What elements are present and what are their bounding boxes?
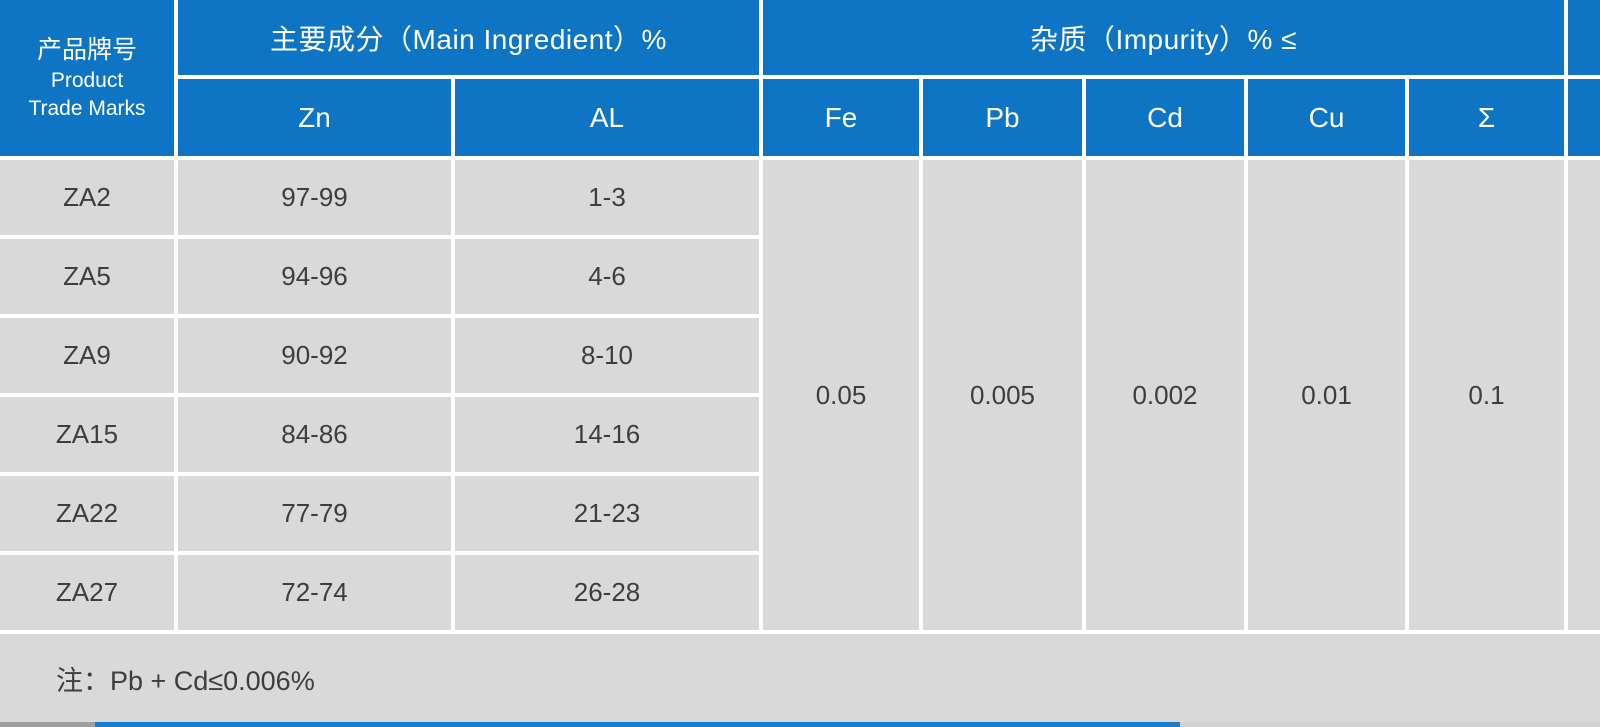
al-value-cell: 1-3 [455, 160, 759, 235]
bottom-strip-right-gray [1180, 722, 1600, 727]
cu-limit-cell: 0.01 [1248, 160, 1405, 630]
product-header-cell: 产品牌号 Product Trade Marks [0, 0, 174, 156]
pb-limit-cell: 0.005 [923, 160, 1082, 630]
zn-value-cell: 72-74 [178, 555, 451, 630]
trade-mark-cell: ZA2 [0, 160, 174, 235]
trade-mark-cell: ZA15 [0, 397, 174, 472]
zn-value-cell: 77-79 [178, 476, 451, 551]
al-value-cell: 8-10 [455, 318, 759, 393]
impurity-group-header: 杂质（Impurity）% ≤ [763, 0, 1564, 75]
al-value-cell: 26-28 [455, 555, 759, 630]
main-ingredient-group-header: 主要成分（Main Ingredient）% [178, 0, 759, 75]
cropped-column-sliver-header [1568, 0, 1600, 75]
note-row: 注：Pb + Cd≤0.006% [0, 634, 1600, 722]
al-column-header: AL [455, 79, 759, 156]
sum-limit-cell: 0.1 [1409, 160, 1564, 630]
bottom-strip-blue [95, 722, 1180, 727]
trade-mark-cell: ZA27 [0, 555, 174, 630]
trade-mark-cell: ZA5 [0, 239, 174, 314]
pb-column-header: Pb [923, 79, 1082, 156]
zn-value-cell: 94-96 [178, 239, 451, 314]
al-value-cell: 21-23 [455, 476, 759, 551]
cropped-column-sliver-subheader [1568, 79, 1600, 156]
sum-column-header: Σ [1409, 79, 1564, 156]
trade-mark-cell: ZA9 [0, 318, 174, 393]
al-value-cell: 4-6 [455, 239, 759, 314]
product-header-en-1: Product [50, 68, 124, 92]
bottom-accent-strip [0, 722, 1600, 727]
cu-column-header: Cu [1248, 79, 1405, 156]
cd-limit-cell: 0.002 [1086, 160, 1244, 630]
zn-value-cell: 97-99 [178, 160, 451, 235]
al-value-cell: 14-16 [455, 397, 759, 472]
cropped-column-sliver-body [1568, 160, 1600, 630]
zn-column-header: Zn [178, 79, 451, 156]
zn-value-cell: 90-92 [178, 318, 451, 393]
fe-limit-cell: 0.05 [763, 160, 919, 630]
product-header-cn: 产品牌号 [36, 35, 137, 64]
zn-value-cell: 84-86 [178, 397, 451, 472]
cd-column-header: Cd [1086, 79, 1244, 156]
trade-mark-cell: ZA22 [0, 476, 174, 551]
bottom-strip-left-gray [0, 722, 95, 727]
product-header-en-2: Trade Marks [28, 96, 146, 120]
fe-column-header: Fe [763, 79, 919, 156]
